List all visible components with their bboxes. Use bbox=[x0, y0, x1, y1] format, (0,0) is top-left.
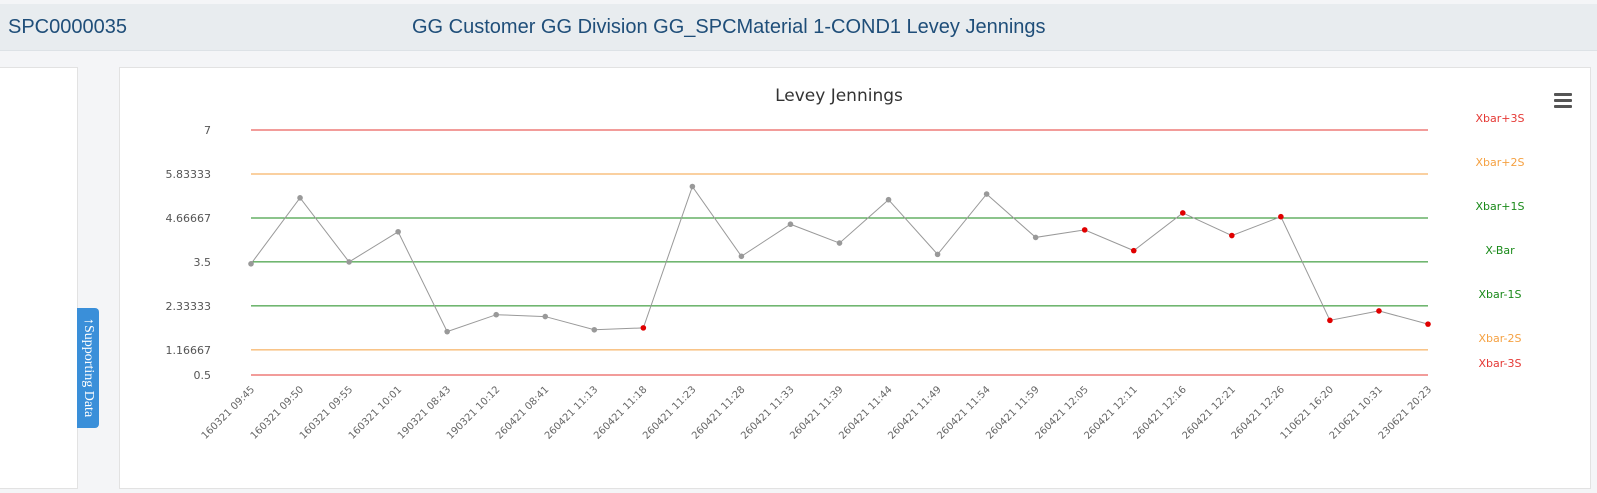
y-tick-label: 1.16667 bbox=[166, 344, 212, 357]
data-point bbox=[248, 261, 254, 267]
control-line-label: Xbar+2S bbox=[1476, 156, 1525, 169]
chart-card: Levey Jennings 7 5.83333 4.66667 3.5 2.33333… bbox=[119, 67, 1591, 489]
data-point bbox=[591, 326, 598, 333]
data-point bbox=[885, 196, 892, 203]
data-point bbox=[346, 259, 352, 265]
left-panel bbox=[0, 67, 78, 489]
data-point bbox=[689, 183, 696, 190]
alert-point bbox=[1179, 210, 1186, 216]
alert-point bbox=[1081, 227, 1088, 233]
data-point bbox=[983, 191, 990, 197]
y-tick-label: 7 bbox=[204, 124, 211, 137]
supporting-data-label: ↑Supporting Data bbox=[81, 318, 96, 418]
y-tick-label: 0.5 bbox=[194, 369, 212, 382]
alert-point bbox=[1327, 317, 1333, 324]
series-line bbox=[250, 185, 1429, 333]
alert-point bbox=[640, 325, 647, 331]
alert-point bbox=[1130, 247, 1137, 254]
data-point bbox=[738, 253, 745, 260]
chart-title: Levey Jennings bbox=[775, 86, 903, 106]
hamburger-menu-icon[interactable] bbox=[1554, 93, 1572, 109]
header-bar: SPC0000035 GG Customer GG Division GG_SP… bbox=[0, 4, 1597, 51]
data-point bbox=[542, 313, 549, 320]
levey-jennings-chart: Levey Jennings 7 5.83333 4.66667 3.5 2.33333… bbox=[166, 86, 1525, 442]
alert-point bbox=[1425, 321, 1431, 327]
data-point bbox=[395, 228, 401, 235]
data-point bbox=[934, 251, 941, 258]
data-point bbox=[836, 240, 843, 246]
control-line-label: Xbar-1S bbox=[1478, 288, 1521, 301]
y-tick-label: 4.66667 bbox=[166, 212, 212, 225]
alert-point bbox=[1278, 213, 1284, 220]
control-line-label: Xbar-3S bbox=[1478, 357, 1521, 370]
data-point bbox=[444, 328, 450, 335]
data-point bbox=[1032, 234, 1039, 241]
alert-point bbox=[1376, 308, 1382, 314]
data-point bbox=[493, 311, 500, 318]
data-point bbox=[297, 195, 303, 201]
page-title: GG Customer GG Division GG_SPCMaterial 1… bbox=[412, 16, 1046, 38]
arrow-up-icon: ↑ bbox=[81, 318, 96, 326]
control-line-label: X-Bar bbox=[1485, 244, 1515, 257]
control-line-label: Xbar+3S bbox=[1476, 112, 1525, 125]
control-line-label: Xbar+1S bbox=[1476, 200, 1525, 213]
control-line-label: Xbar-2S bbox=[1478, 332, 1521, 345]
data-point bbox=[787, 221, 794, 228]
supporting-data-tab[interactable]: ↑Supporting Data bbox=[77, 308, 99, 428]
y-tick-label: 5.83333 bbox=[166, 168, 212, 181]
spc-id: SPC0000035 bbox=[8, 16, 127, 38]
y-tick-label: 3.5 bbox=[194, 256, 212, 269]
y-tick-label: 2.33333 bbox=[166, 300, 212, 313]
alert-point bbox=[1229, 232, 1235, 239]
x-tick-label: 230621 20:23 bbox=[1377, 384, 1434, 441]
